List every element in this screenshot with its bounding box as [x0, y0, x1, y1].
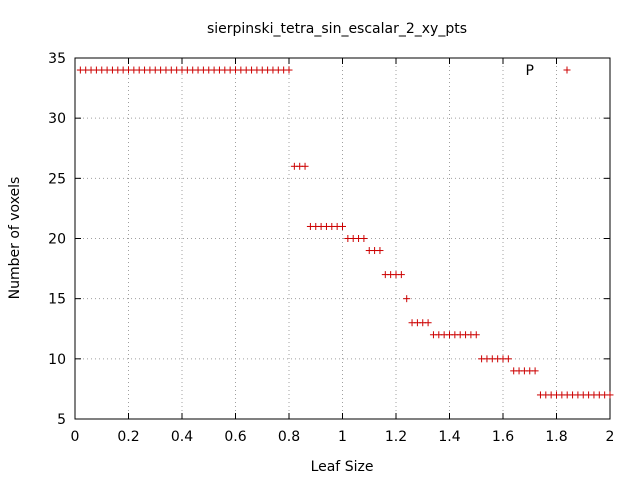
data-point — [285, 66, 293, 74]
data-point — [339, 222, 346, 230]
y-tick-label: 10 — [48, 352, 66, 368]
x-tick-label: 1 — [338, 429, 347, 445]
chart-title: sierpinski_tetra_sin_escalar_2_xy_pts — [207, 21, 467, 37]
x-tick-label: 2 — [606, 429, 615, 445]
x-tick-label: 0.6 — [224, 429, 246, 445]
x-axis-label: Leaf Size — [311, 459, 374, 475]
x-tick-label: 1.2 — [385, 429, 407, 445]
y-tick-label: 25 — [48, 171, 66, 187]
data-point — [376, 247, 384, 255]
grid — [75, 58, 610, 419]
data-points — [76, 66, 614, 399]
legend-label: P — [526, 63, 534, 79]
data-point — [403, 295, 411, 303]
data-point — [472, 331, 480, 339]
data-point — [301, 162, 309, 170]
data-point — [531, 367, 539, 375]
data-point — [397, 271, 405, 279]
x-tick-label: 0.4 — [171, 429, 193, 445]
legend-marker-plus — [563, 66, 571, 74]
x-tick-label: 1.6 — [492, 429, 514, 445]
data-point — [606, 391, 614, 399]
x-tick-label: 0 — [71, 429, 80, 445]
x-tick-label: 0.8 — [278, 429, 300, 445]
y-tick-label: 20 — [48, 232, 66, 248]
y-axis-label: Number of voxels — [7, 177, 23, 300]
legend-marker — [563, 66, 571, 74]
x-tick-label: 1.8 — [545, 429, 567, 445]
y-tick-label: 15 — [48, 292, 66, 308]
legend: P — [526, 63, 571, 79]
y-tick-label: 5 — [57, 412, 66, 428]
x-tick-label: 0.2 — [117, 429, 139, 445]
data-point — [504, 355, 512, 363]
x-tick-label: 1.4 — [438, 429, 460, 445]
y-tick-label: 35 — [48, 51, 66, 67]
data-point — [360, 235, 368, 242]
y-tick-label: 30 — [48, 111, 66, 127]
data-point — [424, 319, 432, 327]
